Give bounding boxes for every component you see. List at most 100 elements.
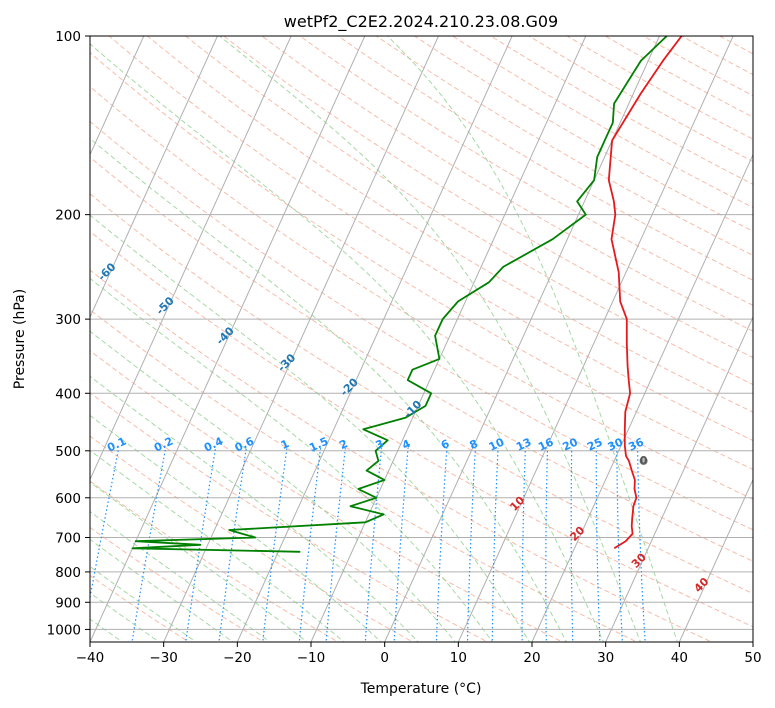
- axes: −40 −30 −20 −10 0 10 20 30 40 5010020030040050060…: [47, 29, 762, 666]
- mixing-ratio-line: [616, 448, 624, 642]
- y-tick-label: 200: [55, 208, 81, 224]
- mixing-ratio-label: 10: [487, 435, 507, 453]
- moist-adiabat: [90, 538, 234, 642]
- dry-adiabat: [528, 36, 753, 163]
- moist-adiabat: [90, 214, 530, 642]
- moist-adiabat: [90, 414, 382, 642]
- mixing-ratio-label: 2: [337, 437, 349, 452]
- dry-adiabat: [261, 36, 753, 332]
- dry-adiabat: [90, 309, 639, 642]
- dry-adiabat: [90, 156, 753, 562]
- adiabat-label: -20: [338, 375, 361, 398]
- x-axis-label: Temperature (°C): [360, 681, 482, 697]
- isotherm: [752, 640, 753, 642]
- mixing-ratio-label: 0.4: [202, 434, 225, 454]
- isotherm: [90, 36, 292, 481]
- mixing-ratio-label: 25: [585, 435, 604, 453]
- adiabat-label: -70: [39, 221, 62, 244]
- isotherm: [0, 36, 70, 642]
- isotherm: [163, 36, 439, 642]
- dry-adiabat: [733, 23, 775, 645]
- isotherm: [605, 315, 753, 642]
- dry-adiabat: [146, 36, 753, 413]
- mixing-ratio-line: [491, 448, 499, 642]
- dry-adiabat: [375, 36, 753, 257]
- dry-adiabat: [90, 230, 753, 628]
- temperature-profile: [607, 36, 683, 550]
- mixing-ratio-label: 36: [626, 435, 646, 453]
- lcl-marker-label: 0: [640, 454, 648, 467]
- mixing-ratio-label: 0.6: [233, 434, 256, 454]
- isotherm: [531, 153, 753, 642]
- mixing-ratio-label: 13: [514, 435, 533, 453]
- mixing-ratio-line: [131, 448, 167, 642]
- plot-labels: 0.10.20.40.611.52346810131620253036-100-…: [0, 175, 712, 595]
- isotherm: [457, 36, 734, 642]
- x-tick-label: 30: [597, 650, 614, 666]
- mixing-ratio-label: 16: [536, 435, 556, 453]
- dry-adiabat: [299, 36, 753, 306]
- moist-adiabat: [90, 565, 197, 642]
- moist-adiabat: [90, 43, 605, 642]
- mixing-ratio-line: [298, 448, 322, 642]
- dry-adiabat: [90, 574, 190, 642]
- y-tick-label: 600: [55, 491, 81, 507]
- mixing-ratio-label: 1.5: [307, 435, 330, 455]
- mixing-ratio-line: [185, 448, 217, 642]
- x-tick-label: 20: [523, 650, 540, 666]
- dry-adiabat: [90, 435, 414, 642]
- moist-adiabat: [90, 449, 345, 642]
- dry-adiabat: [90, 51, 753, 471]
- adiabat-label: -60: [95, 260, 118, 283]
- chart-title: wetPf2_C2E2.2024.210.23.08.G09: [284, 12, 558, 32]
- moist-adiabat: [90, 511, 271, 642]
- x-tick-label: −10: [297, 650, 326, 666]
- dry-adiabat: [718, 36, 753, 55]
- dry-adiabat: [604, 36, 753, 118]
- isotherm: [90, 36, 145, 156]
- y-tick-label: 900: [55, 595, 81, 611]
- y-tick-label: 500: [55, 444, 81, 460]
- mixing-ratio-line: [262, 448, 288, 642]
- isotherm: [310, 36, 587, 642]
- y-tick-label: 100: [55, 29, 81, 45]
- mixing-ratio-line: [364, 448, 383, 642]
- isotherm: [678, 478, 753, 642]
- lcl-marker: [639, 456, 648, 465]
- dewpoint-profile: [131, 36, 668, 553]
- adiabat-label: -40: [214, 324, 237, 347]
- mixing-ratio-line: [90, 448, 120, 601]
- dry-adiabat: [451, 36, 753, 209]
- isotherm: [90, 36, 218, 319]
- dry-adiabat: [108, 36, 753, 442]
- mixing-ratio-label: 6: [439, 437, 452, 452]
- x-tick-label: 10: [450, 650, 467, 666]
- x-tick-label: 50: [744, 650, 761, 666]
- dry-adiabat: [90, 193, 753, 595]
- mixing-ratio-line: [325, 448, 346, 642]
- plot-data: 0: [131, 36, 683, 553]
- adiabat-label: -30: [275, 351, 298, 374]
- dry-adiabat: [642, 36, 753, 97]
- x-tick-label: 0: [380, 650, 389, 666]
- y-tick-label: 700: [55, 531, 81, 547]
- y-tick-label: 300: [55, 312, 81, 328]
- mixing-ratio-line: [393, 448, 409, 642]
- dry-adiabat: [90, 120, 753, 531]
- mixing-ratio-line: [218, 448, 247, 642]
- mixing-ratio-line: [570, 448, 574, 642]
- y-tick-label: 1000: [47, 622, 81, 638]
- dry-adiabat: [680, 36, 753, 76]
- moist-adiabat: [90, 481, 308, 642]
- mixing-ratio-line: [466, 448, 476, 642]
- x-tick-label: −40: [76, 650, 105, 666]
- y-tick-label: 400: [55, 386, 81, 402]
- mixing-ratio-line: [545, 448, 549, 642]
- dry-adiabat: [566, 36, 753, 140]
- x-tick-label: −20: [223, 650, 252, 666]
- moist-adiabat: [90, 375, 419, 642]
- y-axis-label: Pressure (hPa): [12, 289, 28, 389]
- adiabat-label: -80: [0, 175, 10, 198]
- mixing-ratio-line: [636, 448, 646, 642]
